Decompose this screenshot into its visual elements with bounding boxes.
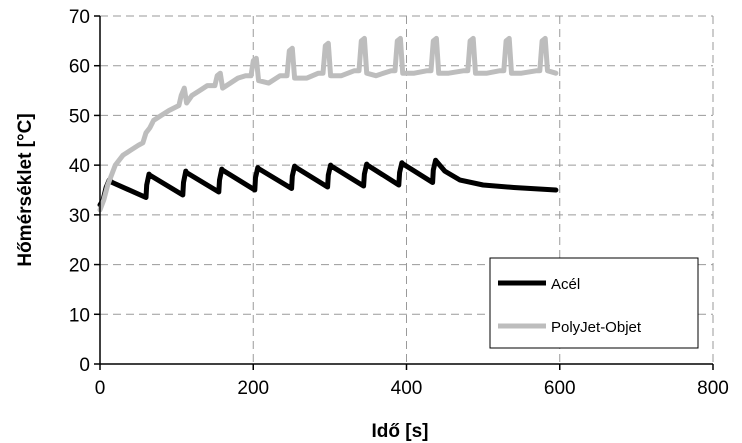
y-tick-label: 50 [69, 106, 90, 127]
tick-labels: 0 10 20 30 40 50 60 70 0 200 400 600 800 [69, 7, 729, 399]
legend-label-polyjet: PolyJet-Objet [551, 319, 642, 336]
legend-box [489, 257, 699, 349]
y-tick-label: 60 [69, 57, 90, 78]
series-line-acel [97, 157, 559, 208]
legend-label-acel: Acél [551, 276, 580, 293]
x-tick-label: 800 [697, 378, 729, 399]
axes [94, 15, 714, 370]
y-tick-label: 10 [69, 305, 90, 326]
series-line-polyjet [97, 35, 559, 213]
y-axis-title: Hőmérséklet [°C] [15, 113, 36, 266]
y-tick-label: 30 [69, 206, 90, 227]
y-tick-label: 0 [79, 355, 90, 376]
y-tick-label: 70 [69, 7, 90, 28]
legend: Acél PolyJet-Objet [489, 257, 699, 349]
y-tick-label: 40 [69, 156, 90, 177]
x-tick-label: 0 [95, 378, 106, 399]
x-tick-label: 400 [391, 378, 423, 399]
x-tick-label: 200 [237, 378, 269, 399]
y-tick-label: 20 [69, 256, 90, 277]
x-tick-label: 600 [544, 378, 576, 399]
series-layer [97, 35, 559, 213]
x-axis-title: Idő [s] [372, 421, 429, 442]
